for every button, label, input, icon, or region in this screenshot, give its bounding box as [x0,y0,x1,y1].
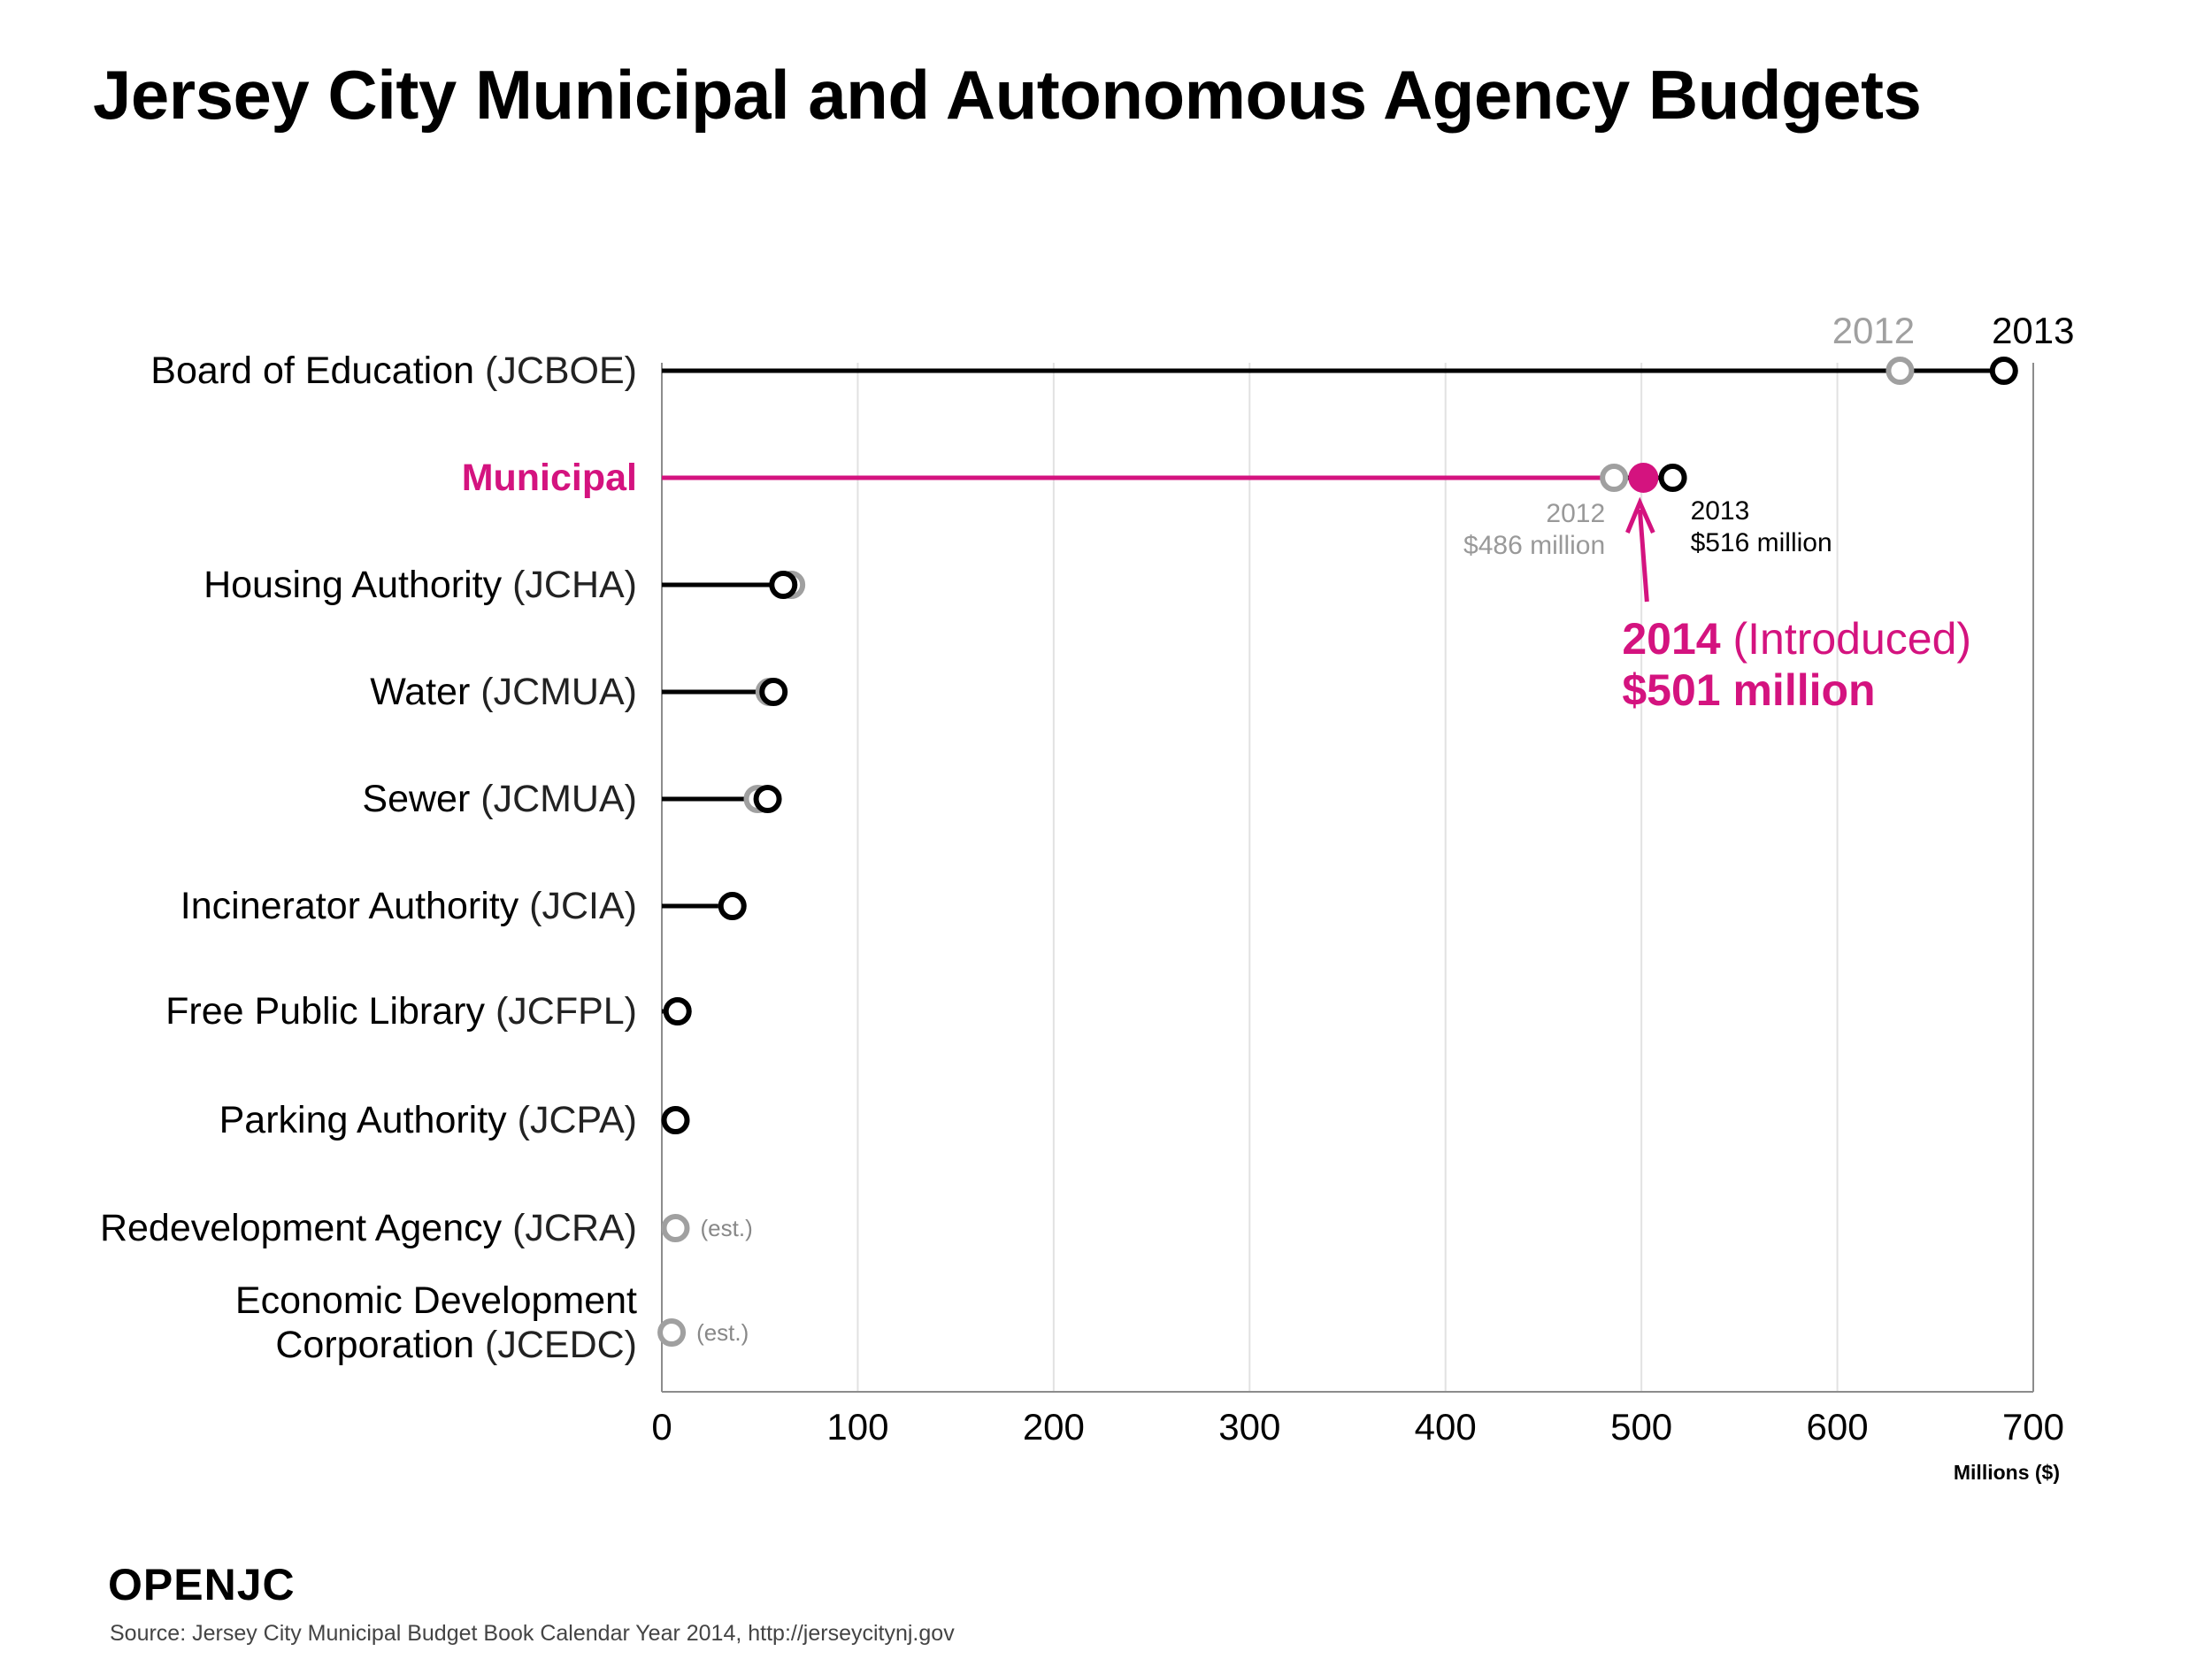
x-tick-labels: 0 100 200 300 400 500 600 700 Millions ($) [651,1406,2064,1484]
category-abbr: (JCIA) [518,885,637,927]
category-label: Municipal [462,457,637,499]
arrow-shaft [1637,509,1649,603]
x-tick-label: 200 [1023,1406,1085,1448]
category-label: Incinerator Authority (JCIA) [180,885,637,927]
dot-2013 [753,785,782,813]
x-tick-label: 600 [1807,1406,1869,1448]
category-abbr: (JCMUA) [470,778,637,820]
category-label: Corporation (JCEDC) [275,1324,637,1366]
category-name: Parking Authority [219,1099,508,1141]
annotation-2012-amount: $486 million [1463,531,1605,560]
category-name: Municipal [462,457,637,499]
category-label: Board of Education (JCBOE) [150,349,637,392]
annotation-2013-year: 2013 [1691,496,1750,526]
dot-2013 [1658,464,1687,492]
category-label-line1: Economic Development [235,1279,637,1322]
grid-lines [856,363,1839,1392]
data-rows [657,357,2018,1347]
category-label: Water (JCMUA) [370,671,637,713]
dot-2012 [661,1214,690,1242]
dot-2013 [769,571,798,599]
dot-2012 [1600,464,1629,492]
category-abbr: (JCMUA) [470,671,637,713]
dot-2013 [1989,357,2018,385]
category-abbr: (JCEDC) [474,1324,637,1366]
page-title: Jersey City Municipal and Autonomous Age… [93,56,1922,134]
category-name: Corporation [275,1324,474,1366]
category-abbr: (JCPA) [507,1099,637,1141]
category-label: Redevelopment Agency (JCRA) [100,1207,637,1249]
axes [661,363,2034,1393]
x-tick-label: 400 [1415,1406,1477,1448]
dot-2013 [759,678,788,706]
est-note: (est.) [696,1319,749,1346]
category-label: Housing Authority (JCHA) [204,564,637,606]
category-abbr: (JCBOE) [474,349,637,392]
dot-2012 [1886,357,1915,385]
brand-logo: OPENJC [108,1560,296,1609]
dot-2013 [718,892,747,920]
annotation-2014-title: 2014 (Introduced) [1622,614,1971,664]
x-axis-title: Millions ($) [1954,1461,2060,1484]
dot-2013 [663,997,692,1025]
x-tick-label: 100 [826,1406,888,1448]
arrow-head [1625,496,1655,534]
category-abbr: (JCRA) [502,1207,637,1249]
x-tick-label: 0 [651,1406,672,1448]
category-name: Sewer [362,778,470,820]
annotation-2014-status: (Introduced) [1721,614,1971,664]
category-label: Parking Authority (JCPA) [219,1099,637,1141]
annotation-2014-amount: $501 million [1622,665,1875,715]
x-tick-label: 700 [2002,1406,2064,1448]
category-label: Free Public Library (JCFPL) [165,990,637,1033]
category-label: Sewer (JCMUA) [362,778,637,820]
category-name: Water [370,671,470,713]
legend-2013: 2013 [1992,310,2074,351]
category-name: Board of Education [150,349,474,392]
category-labels: Board of Education (JCBOE) Municipal Housi… [100,349,637,1366]
source-note: Source: Jersey City Municipal Budget Boo… [110,1621,955,1646]
legend-2012: 2012 [1832,310,1915,351]
x-tick-label: 300 [1218,1406,1280,1448]
category-name: Redevelopment Agency [100,1207,503,1249]
dot-2012 [657,1318,687,1347]
category-name: Free Public Library [165,990,485,1033]
category-name: Incinerator Authority [180,885,519,927]
est-note: (est.) [701,1215,753,1241]
dot-2014 [1628,463,1659,493]
x-tick-label: 500 [1610,1406,1672,1448]
annotations: (est.) (est.) 2012 2013 2012 $486 million 2013… [696,310,2074,1346]
category-abbr: (JCFPL) [485,990,637,1033]
category-abbr: (JCHA) [502,564,637,606]
category-name: Housing Authority [204,564,503,606]
annotation-2012-year: 2012 [1546,499,1605,528]
dot-2013 [661,1106,690,1134]
annotation-2014-year: 2014 [1622,614,1720,664]
annotation-2013-amount: $516 million [1691,528,1832,557]
